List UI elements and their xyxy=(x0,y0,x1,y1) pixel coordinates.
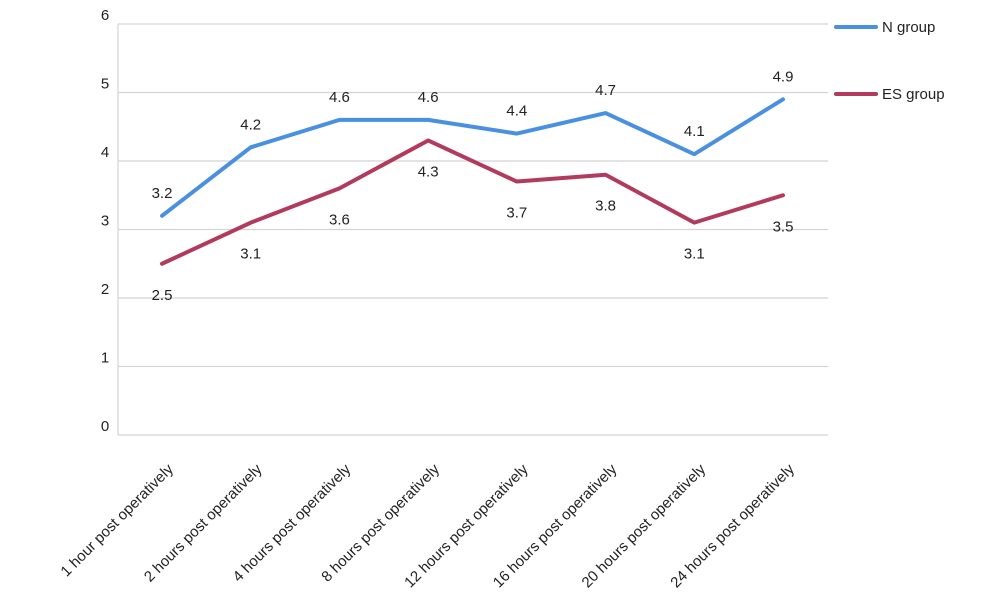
data-labels: 3.2 4.2 4.6 4.6 4.4 4.7 4.1 4.9 2.5 3.1 3.6 4.3 3.7 3… xyxy=(152,68,794,303)
legend-label: N group xyxy=(882,19,935,36)
series-lines xyxy=(160,97,785,266)
y-tick-label: 4 xyxy=(101,144,109,161)
data-label-n-group: 4.2 xyxy=(240,116,261,133)
data-label-es-group: 3.5 xyxy=(773,218,794,235)
y-tick-label: 5 xyxy=(101,76,109,93)
data-label-n-group: 3.2 xyxy=(152,185,173,202)
data-label-n-group: 4.6 xyxy=(418,89,439,106)
data-label-es-group: 3.1 xyxy=(240,246,261,263)
series-line-n-group xyxy=(160,97,785,218)
data-label-n-group: 4.9 xyxy=(773,68,794,85)
data-label-n-group: 4.4 xyxy=(506,103,527,120)
series-line-es-group xyxy=(160,138,785,266)
data-label-n-group: 4.6 xyxy=(329,89,350,106)
y-tick-label: 6 xyxy=(101,7,109,24)
y-tick-label: 1 xyxy=(101,350,109,367)
data-label-es-group: 3.6 xyxy=(329,211,350,228)
data-label-n-group: 4.1 xyxy=(684,123,705,140)
gridlines xyxy=(117,23,828,436)
data-label-es-group: 3.1 xyxy=(684,246,705,263)
y-tick-label: 0 xyxy=(101,418,109,435)
y-axis-ticks: 0 1 2 3 4 5 6 xyxy=(101,7,109,435)
data-label-es-group: 2.5 xyxy=(152,287,173,304)
y-tick-label: 2 xyxy=(101,281,109,298)
data-label-es-group: 3.7 xyxy=(506,205,527,222)
data-label-n-group: 4.7 xyxy=(595,82,616,99)
legend-label: ES group xyxy=(882,86,945,103)
y-tick-label: 3 xyxy=(101,213,109,230)
legend: N group ES group xyxy=(834,19,945,103)
data-label-es-group: 4.3 xyxy=(418,163,439,180)
data-label-es-group: 3.8 xyxy=(595,198,616,215)
